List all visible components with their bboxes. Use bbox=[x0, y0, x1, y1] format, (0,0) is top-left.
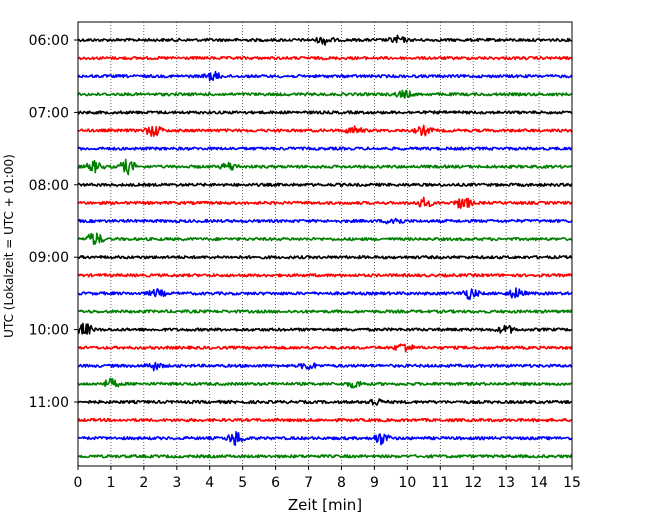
y-axis-ticks: 06:00 07:00 08:00 09:00 10:00 11:00 bbox=[29, 33, 78, 411]
trace-1145 bbox=[77, 454, 573, 459]
y-axis-label: UTC (Lokalzeit = UTC + 01:00) bbox=[2, 154, 16, 338]
x-tick-label: 14 bbox=[530, 475, 548, 491]
trace-0615 bbox=[77, 55, 573, 61]
trace-0900 bbox=[77, 255, 573, 260]
trace-0630 bbox=[77, 70, 573, 82]
x-tick-label: 2 bbox=[139, 475, 148, 491]
x-tick-label: 13 bbox=[497, 475, 515, 491]
trace-0730 bbox=[77, 146, 573, 151]
x-tick-label: 15 bbox=[563, 475, 581, 491]
trace-1100 bbox=[77, 398, 573, 406]
x-tick-label: 11 bbox=[431, 475, 449, 491]
trace-0815 bbox=[77, 196, 573, 209]
x-tick-label: 3 bbox=[172, 475, 181, 491]
trace-1000 bbox=[77, 322, 573, 335]
trace-1015 bbox=[77, 343, 573, 353]
y-tick-label: 11:00 bbox=[29, 395, 69, 411]
x-tick-label: 6 bbox=[271, 475, 280, 491]
trace-0830 bbox=[77, 217, 573, 225]
trace-0600 bbox=[77, 34, 573, 46]
y-tick-label: 07:00 bbox=[29, 105, 69, 121]
trace-0945 bbox=[77, 309, 573, 314]
trace-0700 bbox=[77, 110, 573, 115]
trace-0930 bbox=[77, 287, 573, 301]
x-tick-label: 8 bbox=[337, 475, 346, 491]
x-tick-label: 4 bbox=[205, 475, 214, 491]
trace-0845 bbox=[77, 232, 573, 246]
trace-0645 bbox=[77, 89, 573, 99]
x-axis-label: Zeit [min] bbox=[288, 496, 362, 514]
x-tick-label: 1 bbox=[106, 475, 115, 491]
y-tick-label: 09:00 bbox=[29, 250, 69, 266]
trace-1045 bbox=[77, 377, 573, 389]
trace-0915 bbox=[77, 273, 573, 278]
x-grid-lines bbox=[110, 22, 540, 466]
x-tick-label: 0 bbox=[74, 475, 83, 491]
trace-0715 bbox=[77, 124, 573, 137]
x-tick-label: 12 bbox=[464, 475, 482, 491]
x-tick-label: 7 bbox=[304, 475, 313, 491]
trace-rows bbox=[77, 34, 573, 459]
trace-1115 bbox=[77, 417, 573, 423]
trace-1130 bbox=[77, 431, 573, 446]
y-tick-label: 08:00 bbox=[29, 178, 69, 194]
trace-0745 bbox=[77, 158, 573, 176]
plot-frame bbox=[77, 21, 573, 467]
y-tick-label: 06:00 bbox=[29, 33, 69, 49]
trace-1030 bbox=[77, 361, 573, 372]
x-tick-label: 9 bbox=[370, 475, 379, 491]
x-axis-ticks: 0 1 2 3 4 5 6 7 8 9 10 11 12 13 14 15 bbox=[74, 466, 581, 491]
x-tick-label: 10 bbox=[398, 475, 416, 491]
y-tick-label: 10:00 bbox=[29, 323, 69, 339]
x-tick-label: 5 bbox=[238, 475, 247, 491]
trace-0800 bbox=[77, 182, 573, 187]
